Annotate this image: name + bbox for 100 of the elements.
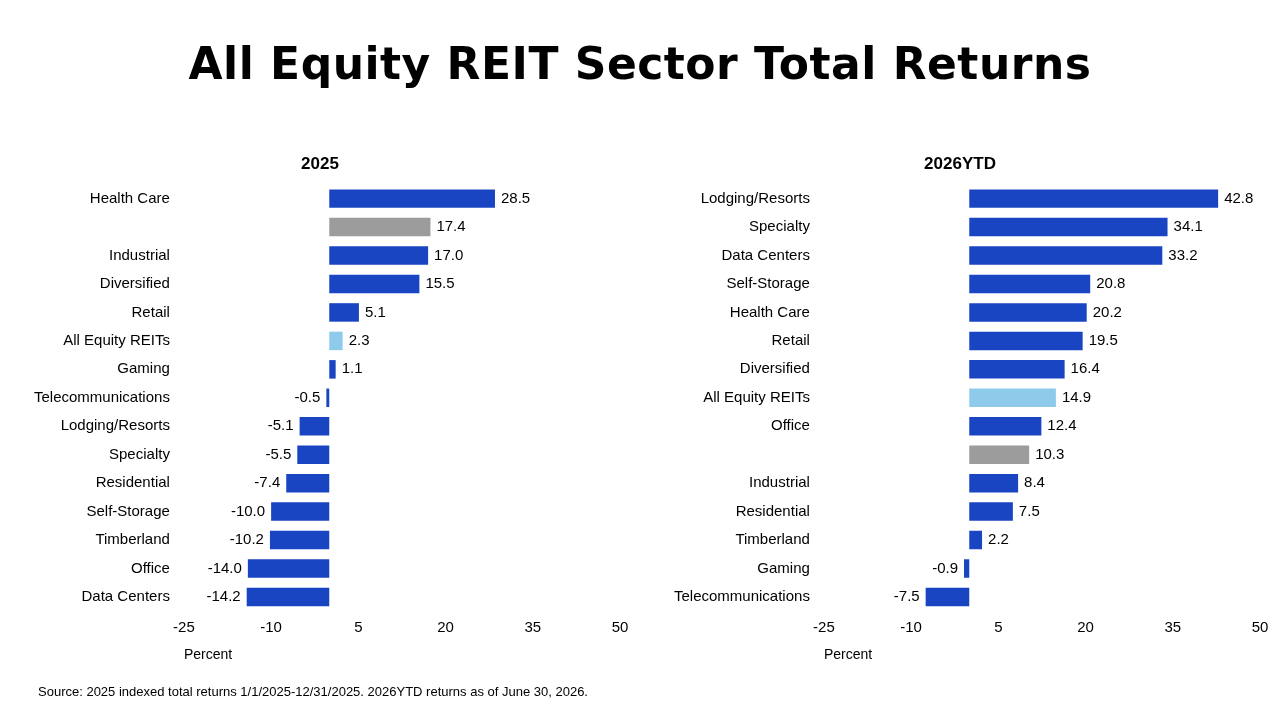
y-tick-label: Residential <box>95 473 170 491</box>
bar <box>329 246 429 265</box>
bar <box>269 530 330 550</box>
x-tick-label: 50 <box>611 618 629 636</box>
bar <box>326 388 330 408</box>
bar <box>969 217 1168 237</box>
y-tick-label: Office <box>770 416 810 434</box>
bar <box>329 303 359 322</box>
data-label: 28.5 <box>500 188 531 206</box>
data-label: 20.2 <box>1092 302 1122 320</box>
bar <box>969 189 1219 208</box>
data-label: 2.2 <box>988 530 1009 548</box>
bar <box>969 303 1087 322</box>
bar <box>969 473 1019 493</box>
y-tick-label: Health Care <box>89 188 170 206</box>
x-tick-label: -25 <box>813 618 835 636</box>
data-label: 7.5 <box>1018 501 1040 519</box>
x-tick-label: 20 <box>1077 618 1094 636</box>
data-label: 5.1 <box>364 302 386 320</box>
y-tick-label: Gaming <box>117 359 170 377</box>
bar <box>246 587 330 607</box>
data-label: 10.3 <box>1035 444 1065 462</box>
data-label: -10.2 <box>229 530 264 548</box>
bar <box>329 217 431 237</box>
chart-title: All Equity REIT Sector Total Returns <box>187 38 1093 89</box>
y-tick-label: Telecommunications <box>33 387 170 405</box>
data-label: 14.9 <box>1061 387 1092 405</box>
data-label: -0.5 <box>294 387 321 405</box>
bar <box>969 331 1083 351</box>
y-tick-label: Self-Storage <box>726 274 810 292</box>
y-tick-label: All Equity REITs <box>63 331 170 349</box>
bar <box>271 502 330 521</box>
x-tick-label: -10 <box>260 618 282 636</box>
x-tick-label: 20 <box>437 618 454 636</box>
y-tick-label: Specialty <box>749 217 811 235</box>
y-tick-label: Diversified <box>99 274 170 292</box>
x-axis-title: Percent <box>183 646 233 663</box>
data-label: 2.3 <box>348 331 370 349</box>
y-tick-label: Retail <box>771 331 810 349</box>
data-label: -5.5 <box>265 444 292 462</box>
data-label: 16.4 <box>1070 359 1100 377</box>
data-label: 19.5 <box>1088 331 1118 349</box>
y-tick-label: Telecommunications <box>673 587 810 605</box>
x-tick-label: -25 <box>173 618 195 636</box>
bar <box>286 473 330 493</box>
data-label: 17.0 <box>434 245 464 263</box>
y-tick-label: Timberland <box>735 530 810 548</box>
data-label: -7.4 <box>254 473 281 491</box>
y-tick-label: Lodging/Resorts <box>60 416 170 434</box>
data-label: -14.0 <box>207 558 242 576</box>
bar <box>969 417 1042 436</box>
y-tick-label: Retail <box>131 302 170 320</box>
bar <box>329 331 343 351</box>
bar <box>969 445 1030 464</box>
data-label: 17.4 <box>436 217 466 235</box>
x-tick-label: 5 <box>354 618 363 636</box>
y-tick-label: Specialty <box>109 444 171 462</box>
data-label: 1.1 <box>341 359 363 377</box>
y-tick-label: Data Centers <box>721 245 810 263</box>
data-label: 33.2 <box>1168 245 1198 263</box>
data-label: 34.1 <box>1173 217 1203 235</box>
data-label: -5.1 <box>267 416 294 434</box>
data-label: 8.4 <box>1024 473 1045 491</box>
bar <box>969 388 1056 408</box>
y-tick-label: Office <box>130 558 170 576</box>
y-tick-label: Lodging/Resorts <box>700 188 810 206</box>
bar <box>969 502 1013 521</box>
y-tick-label: Diversified <box>739 359 810 377</box>
bar <box>329 189 495 208</box>
bar <box>964 559 970 578</box>
data-label: 42.8 <box>1224 188 1254 206</box>
x-tick-label: 35 <box>524 618 542 636</box>
data-label: -14.2 <box>206 587 241 605</box>
bar <box>247 559 330 578</box>
x-axis-title: Percent <box>823 646 873 663</box>
x-tick-label: -10 <box>900 618 922 636</box>
y-tick-label: Data Centers <box>81 587 170 605</box>
source-note: Source: 2025 indexed total returns 1/1/2025-12/31/2025. 2026YTD returns as of June 30, 2026. <box>38 684 588 699</box>
x-tick-label: 35 <box>1164 618 1182 636</box>
y-tick-label: Timberland <box>95 530 170 548</box>
data-label: 15.5 <box>425 274 455 292</box>
bar <box>969 274 1091 294</box>
bar <box>969 360 1065 379</box>
bar <box>297 445 330 464</box>
bar <box>329 360 336 379</box>
chart-subtitle: 2026YTD <box>924 153 996 173</box>
y-tick-label: Gaming <box>757 558 810 576</box>
bar <box>925 587 970 607</box>
y-tick-label: Health Care <box>729 302 810 320</box>
y-tick-label: Industrial <box>109 245 170 263</box>
chart-subtitle: 2025 <box>301 153 339 173</box>
data-label: -10.0 <box>230 501 266 519</box>
x-tick-label: 50 <box>1251 618 1269 636</box>
y-tick-label: Residential <box>735 501 810 519</box>
data-label: 12.4 <box>1047 416 1077 434</box>
bar <box>969 246 1163 265</box>
y-tick-label: Industrial <box>749 473 810 491</box>
bar <box>299 417 330 436</box>
y-tick-label: All Equity REITs <box>703 387 810 405</box>
bar <box>329 274 420 294</box>
